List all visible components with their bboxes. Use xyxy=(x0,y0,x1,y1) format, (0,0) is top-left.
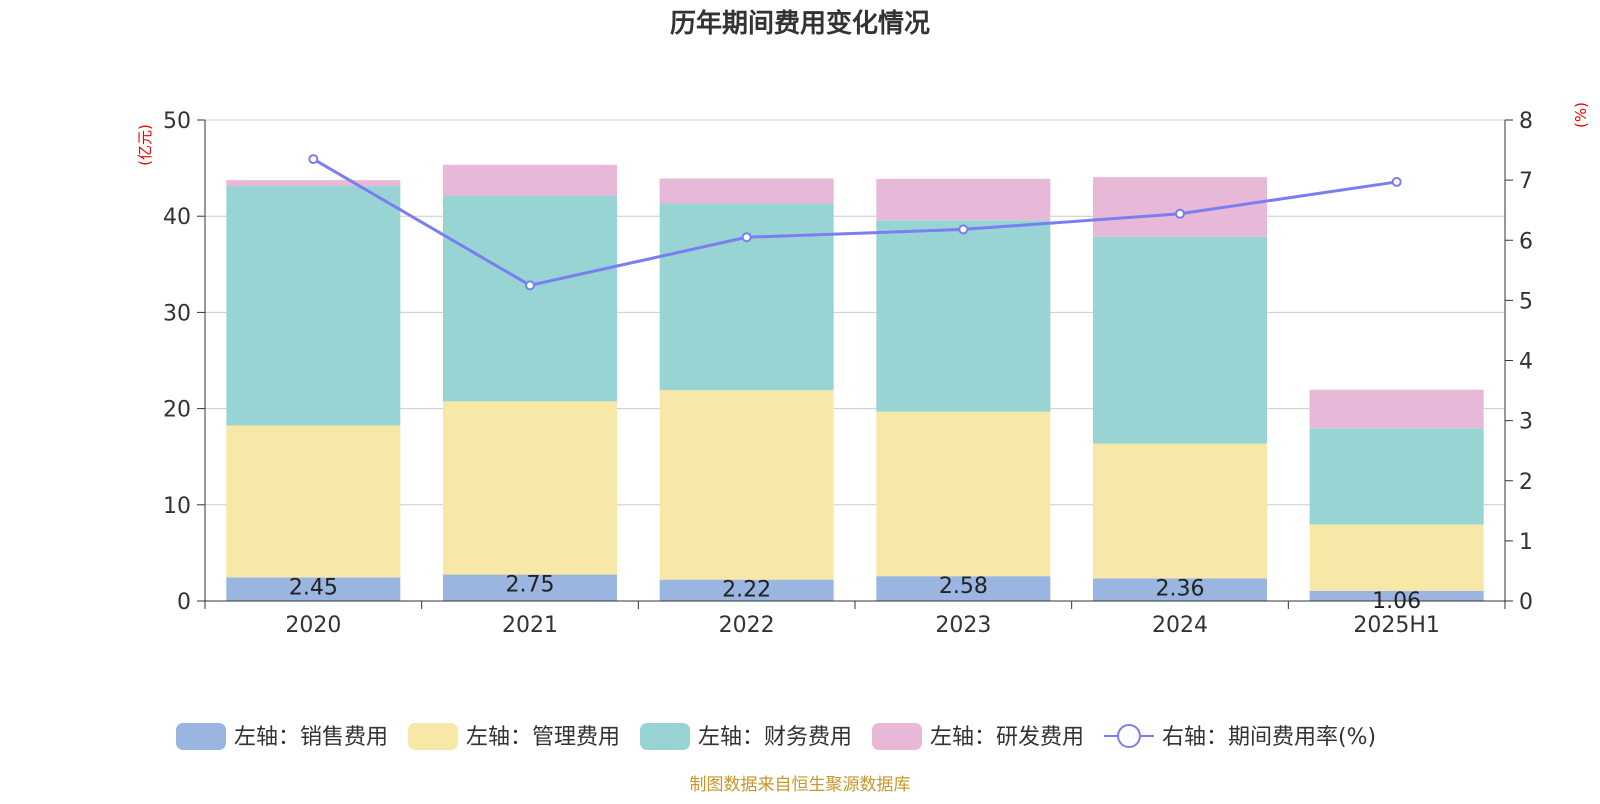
left-axis-tick-label: 10 xyxy=(163,494,191,519)
chart-title: 历年期间费用变化情况 xyxy=(670,8,930,39)
legend-swatch xyxy=(408,723,458,750)
data-label: 2.58 xyxy=(939,574,988,599)
bar-segment xyxy=(876,411,1051,577)
right-axis-tick-label: 3 xyxy=(1519,410,1533,435)
bar-segment xyxy=(1093,177,1267,237)
gridlines xyxy=(205,119,1505,506)
bar-segment xyxy=(1093,578,1267,601)
legend-item[interactable]: 左轴：财务费用 xyxy=(640,723,852,750)
line-point xyxy=(958,224,969,235)
data-label: 2.22 xyxy=(722,578,771,603)
legend-swatch xyxy=(640,723,690,750)
line-layer xyxy=(308,154,1402,291)
legend-swatch xyxy=(176,723,226,750)
data-label: 2.45 xyxy=(289,575,338,600)
left-axis-tick-label: 40 xyxy=(163,205,191,230)
bar-segment xyxy=(226,577,401,601)
legend-item[interactable]: 右轴：期间费用率(%) xyxy=(1104,724,1376,750)
bar-segment xyxy=(1093,236,1267,444)
x-axis-tick-label: 2020 xyxy=(285,613,341,638)
bar-segment xyxy=(876,576,1051,601)
right-axis-tick-label: 4 xyxy=(1519,350,1533,375)
bar-segment xyxy=(876,178,1051,221)
source-note: 制图数据来自恒生聚源数据库 xyxy=(690,775,911,795)
bar-segment xyxy=(1093,443,1267,579)
left-axis-tick-label: 0 xyxy=(177,590,191,615)
data-labels-layer: 2.45 2.75 2.22 2.58 2.36 1.06 xyxy=(289,573,1421,614)
right-axis-tick-label: 5 xyxy=(1519,289,1533,314)
right-axis-tick-label: 1 xyxy=(1519,530,1533,555)
left-axis-unit: (亿元) xyxy=(136,124,154,166)
line-point xyxy=(308,154,319,165)
legend[interactable]: 左轴：销售费用 左轴：管理费用 左轴：财务费用 左轴：研发费用 右轴：期间费用率(%) xyxy=(176,723,1376,750)
bar-segment xyxy=(443,195,617,402)
x-axis-tick-label: 2024 xyxy=(1152,613,1208,638)
data-label: 2.36 xyxy=(1156,576,1205,601)
line-point xyxy=(1175,208,1185,219)
right-axis-tick-label: 2 xyxy=(1519,470,1533,495)
right-axis-unit: (%) xyxy=(1572,102,1590,128)
data-label: 1.06 xyxy=(1372,589,1421,614)
bar-segment xyxy=(1309,428,1484,525)
right-axis-tick-label: 6 xyxy=(1519,229,1533,254)
bar-segment xyxy=(443,164,617,196)
x-axis-tick-label: 2025H1 xyxy=(1353,613,1440,638)
legend-swatch xyxy=(872,723,922,750)
axes-layer: 0 10 20 30 40 50 0 1 2 3 4 5 6 7 8 2020 2021 2022 2023 2024… xyxy=(163,109,1533,638)
legend-marker xyxy=(1117,724,1141,748)
bar-segment xyxy=(443,401,617,575)
bar-segment xyxy=(659,579,834,601)
bars-layer xyxy=(226,164,1484,601)
line-point xyxy=(741,232,752,243)
bar-segment xyxy=(1309,524,1484,591)
x-axis-tick-label: 2022 xyxy=(719,613,775,638)
left-axis-tick-label: 20 xyxy=(163,398,191,423)
right-axis-tick-label: 8 xyxy=(1519,109,1533,134)
legend-label: 左轴：财务费用 xyxy=(698,725,852,750)
legend-label: 右轴：期间费用率(%) xyxy=(1162,725,1376,750)
legend-item[interactable]: 左轴：研发费用 xyxy=(872,723,1084,750)
data-label: 2.75 xyxy=(506,573,555,598)
series-line xyxy=(312,157,1397,287)
bar-segment xyxy=(876,220,1051,412)
bar-segment xyxy=(226,185,401,426)
left-axis-tick-label: 30 xyxy=(163,301,191,326)
bar-segment xyxy=(659,390,834,580)
legend-label: 左轴：研发费用 xyxy=(930,725,1084,750)
bar-segment xyxy=(1309,590,1484,601)
left-axis-tick-label: 50 xyxy=(163,109,191,134)
bar-segment xyxy=(1309,389,1484,429)
right-axis-tick-label: 0 xyxy=(1519,590,1533,615)
bar-segment xyxy=(659,178,834,204)
right-axis-tick-label: 7 xyxy=(1519,169,1533,194)
line-point xyxy=(1391,176,1402,187)
bar-segment xyxy=(226,180,401,186)
bar-segment xyxy=(659,203,834,391)
bar-segment xyxy=(226,425,401,578)
legend-item[interactable]: 左轴：销售费用 xyxy=(176,723,388,750)
bar-segment xyxy=(443,574,617,601)
legend-label: 左轴：销售费用 xyxy=(234,725,388,750)
line-point xyxy=(525,280,535,291)
x-axis-tick-label: 2021 xyxy=(502,613,558,638)
legend-label: 左轴：管理费用 xyxy=(466,725,620,750)
legend-item[interactable]: 左轴：管理费用 xyxy=(408,723,620,750)
x-axis-tick-label: 2023 xyxy=(935,613,991,638)
